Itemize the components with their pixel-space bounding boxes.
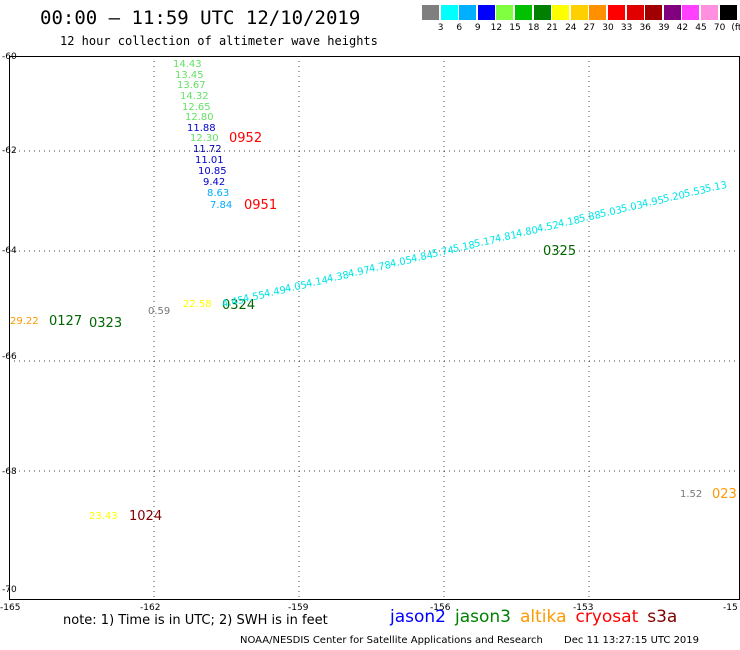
latitude-label: -66 (2, 352, 17, 362)
color-scale-tick: 18 (527, 23, 540, 33)
wave-height-label: 12.65 (182, 102, 211, 113)
color-scale-swatch (626, 5, 644, 20)
color-scale-tick: (ft) (731, 23, 740, 33)
longitude-label: -159 (288, 603, 309, 613)
wave-height-label: 9.42 (203, 177, 226, 188)
longitude-label: -165 (0, 603, 21, 613)
pass-time-label: 0324 (222, 298, 256, 313)
color-scale-swatch (440, 5, 458, 20)
generated-timestamp: Dec 11 13:27:15 UTC 2019 (564, 635, 700, 646)
latitude-label: -60 (2, 52, 17, 62)
wave-height-label: 10.85 (198, 166, 227, 177)
color-scale-swatch (552, 5, 570, 20)
color-scale-tick: 3 (437, 23, 444, 33)
color-scale-tick: 30 (602, 23, 614, 33)
credit-text: NOAA/NESDIS Center for Satellite Applica… (240, 635, 543, 646)
color-scale-swatch (645, 5, 663, 20)
map-subtitle: 12 hour collection of altimeter wave hei… (60, 34, 378, 48)
wave-height-label: 12.80 (185, 112, 214, 123)
pass-time-label: 0127 (49, 314, 83, 329)
color-scale-tick: 21 (546, 23, 558, 33)
latitude-label: -64 (2, 246, 17, 256)
wave-height-label: 14.32 (180, 91, 209, 102)
color-scale-swatch (422, 5, 439, 20)
wave-height-label: 13.45 (175, 70, 204, 81)
wave-height-label: 11.72 (193, 144, 222, 155)
color-scale-tick: 6 (456, 23, 463, 33)
color-scale-tick: 39 (658, 23, 670, 33)
wave-height-label: 8.63 (207, 188, 230, 199)
longitude-label: -15 (723, 603, 738, 613)
color-scale-swatch (496, 5, 514, 20)
pass-time-label: 0325 (543, 244, 577, 259)
color-scale-tick: 24 (565, 23, 577, 33)
color-scale-swatch (570, 5, 588, 20)
color-scale-tick: 9 (474, 23, 481, 33)
wave-height-label: 23.43 (89, 511, 118, 522)
wave-height-label: 14.43 (173, 59, 202, 70)
longitude-label: -153 (573, 603, 594, 613)
color-scale-swatch (701, 5, 718, 20)
pass-time-label: 0952 (229, 131, 263, 146)
color-scale-swatch (608, 5, 625, 20)
legend-entry-altika: altika (520, 607, 567, 627)
pass-time-label: 0951 (244, 198, 278, 213)
footnote: note: 1) Time is in UTC; 2) SWH is in fe… (63, 613, 328, 628)
latitude-label: -62 (2, 146, 17, 156)
legend-entry-jason2: jason2 (390, 607, 446, 627)
legend-entry-s3a: s3a (647, 607, 678, 627)
map-title: 00:00 – 11:59 UTC 12/10/2019 (40, 7, 361, 29)
color-scale-swatch (682, 5, 700, 20)
pass-time-label: 1024 (129, 509, 163, 524)
color-scale-tick: 12 (490, 23, 503, 33)
color-scale-swatch (515, 5, 532, 20)
color-scale-swatch (459, 5, 477, 20)
color-scale-tick: 36 (639, 23, 651, 33)
pass-time-label: 0323 (89, 316, 123, 331)
gridlines (9, 56, 740, 600)
color-scale-swatch (533, 5, 551, 20)
color-scale-tick: 70 (713, 23, 726, 33)
wave-height-label: 29.22 (10, 316, 39, 327)
color-scale-tick: 42 (676, 23, 689, 33)
wave-height-label: 7.84 (210, 200, 233, 211)
longitude-label: -162 (140, 603, 161, 613)
wave-height-label: 12.30 (190, 133, 219, 144)
wave-height-label: 11.01 (195, 155, 224, 166)
wave-height-label: 13.67 (177, 80, 206, 91)
legend-entry-cryosat: cryosat (575, 607, 639, 627)
legend-entry-jason3: jason3 (455, 607, 511, 627)
color-scale-tick: 33 (620, 23, 633, 33)
color-scale-swatch (589, 5, 607, 20)
color-scale-tick: 15 (509, 23, 521, 33)
color-scale-swatch (663, 5, 681, 20)
wave-height-label: 1.52 (680, 489, 703, 500)
pass-time-label: 023 (712, 487, 737, 502)
color-scale-swatch (477, 5, 495, 20)
wave-height-label: 0.59 (148, 306, 171, 317)
wave-height-label: 22.58 (183, 299, 212, 310)
color-scale-tick: 27 (583, 23, 596, 33)
latitude-label: -68 (2, 467, 17, 477)
color-scale-tick: 45 (695, 23, 707, 33)
satellite-legend: jason2 jason3 altika cryosat s3a (390, 607, 686, 627)
longitude-label: -156 (430, 603, 451, 613)
latitude-label: -70 (2, 585, 17, 595)
credit-line: NOAA/NESDIS Center for Satellite Applica… (240, 635, 699, 646)
color-scale-swatch (719, 5, 737, 20)
map-plot-area (9, 56, 740, 600)
wave-height-label: 11.88 (187, 123, 216, 134)
